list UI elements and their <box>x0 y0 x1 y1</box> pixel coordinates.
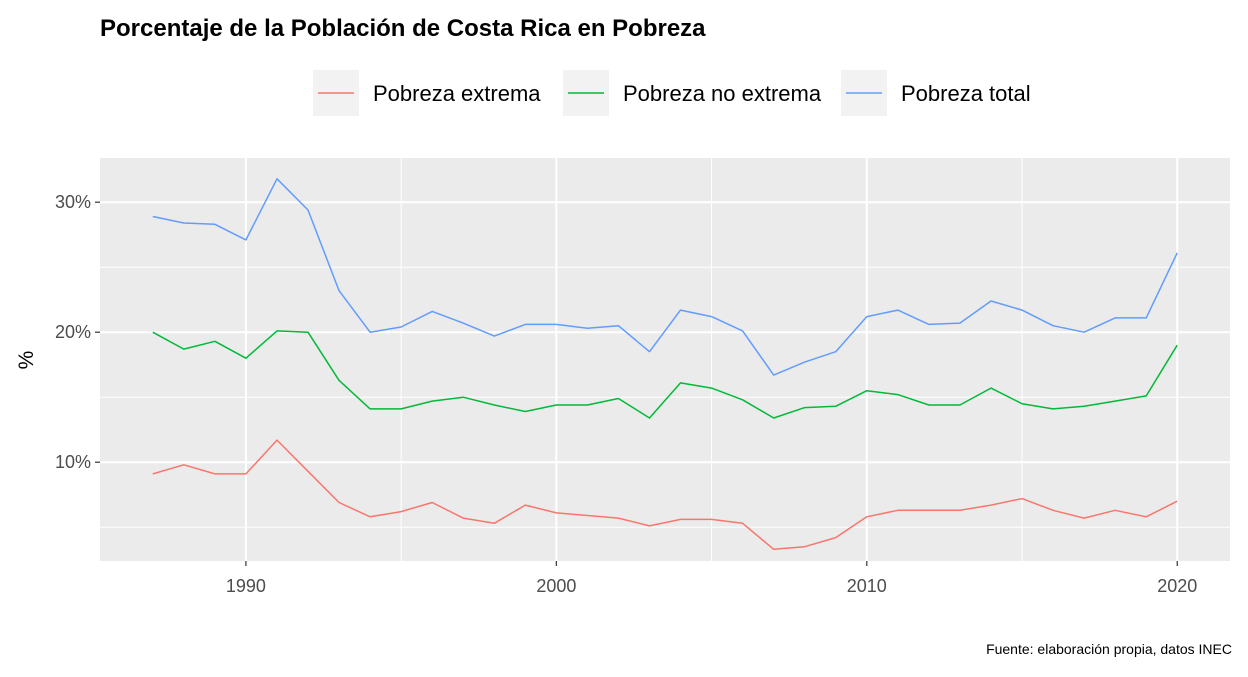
plot-panel <box>100 158 1230 561</box>
x-axis: 1990 2000 2010 2020 <box>226 561 1197 596</box>
series-lines <box>152 178 1178 551</box>
series-line-pobreza-extrema <box>152 439 1178 551</box>
chart-title: Porcentaje de la Población de Costa Rica… <box>100 15 706 42</box>
x-tick-label: 2000 <box>536 576 576 596</box>
legend-label-pobreza-total: Pobreza total <box>901 81 1031 106</box>
legend-label-pobreza-extrema: Pobreza extrema <box>373 81 541 106</box>
y-axis: 10% 20% 30% <box>55 192 100 472</box>
y-axis-label: % <box>15 351 38 370</box>
x-tick-label: 2010 <box>847 576 887 596</box>
y-tick-label: 10% <box>55 452 91 472</box>
legend: Pobreza extrema Pobreza no extrema Pobreza… <box>313 70 1031 116</box>
caption: Fuente: elaboración propia, datos INEC <box>986 641 1232 657</box>
x-tick-label: 2020 <box>1157 576 1197 596</box>
x-tick-label: 1990 <box>226 576 266 596</box>
grid-major <box>100 158 1230 561</box>
y-tick-label: 20% <box>55 322 91 342</box>
series-line-pobreza-total <box>152 178 1178 376</box>
legend-label-pobreza-no-extrema: Pobreza no extrema <box>623 81 822 106</box>
series-line-pobreza-no-extrema <box>152 330 1178 419</box>
grid-minor <box>100 158 1230 561</box>
y-tick-label: 30% <box>55 192 91 212</box>
